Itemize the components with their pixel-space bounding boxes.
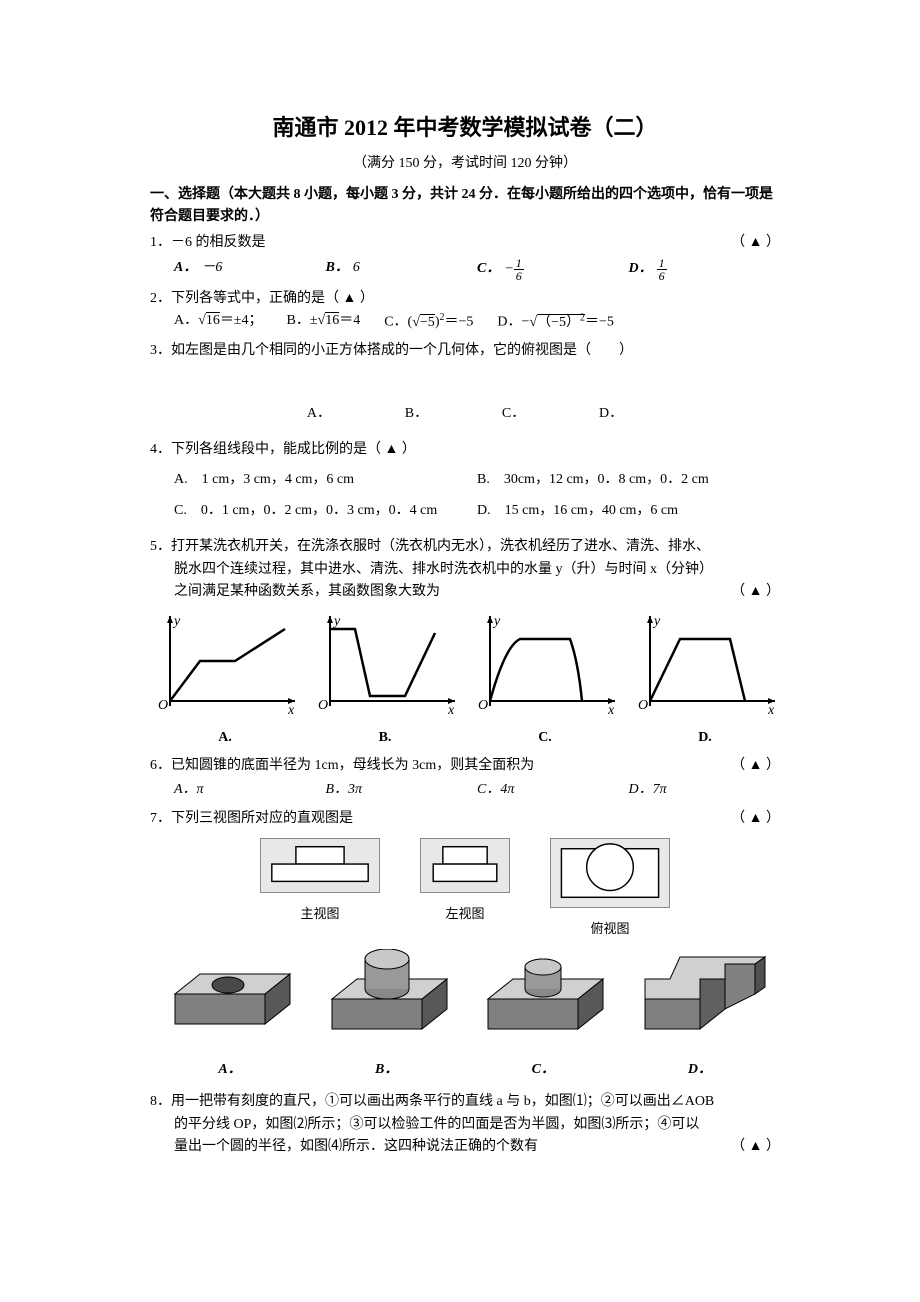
q6-option-b: B．3π [326, 779, 478, 801]
q7-top-view: 俯视图 [550, 838, 670, 939]
q6-option-d: D．7π [629, 779, 781, 801]
q7-side-view: 左视图 [420, 838, 510, 939]
q8-line1: 8．用一把带有刻度的直尺，①可以画出两条平行的直线 a 与 b，如图⑴；②可以画… [150, 1091, 780, 1113]
choice-label: B． [317, 1059, 457, 1081]
q7-choice-b: B． [317, 949, 457, 1081]
q6-option-c: C．4π [477, 779, 629, 801]
fraction-num: 1 [657, 257, 667, 270]
q3-label-b: B． [405, 403, 428, 425]
section-header: 一、选择题（本大题共 8 小题，每小题 3 分，共计 24 分．在每小题所给出的… [150, 184, 780, 229]
graph-label: C. [470, 727, 620, 749]
q3-text: 3．如左图是由几个相同的小正方体搭成的一个几何体，它的俯视图是（ ） [150, 340, 780, 362]
svg-text:x: x [767, 703, 775, 716]
q5-graph-b: O x y B. [310, 611, 460, 749]
q2-option-b: B．±√16＝4 [287, 310, 361, 334]
q8-line2: 的平分线 OP，如图⑵所示；③可以检验工件的凹面是否为半圆，如图⑶所示；④可以 [150, 1114, 780, 1136]
q2-option-c: C．(√−5)2＝−5 [384, 310, 473, 334]
question-2: 2．下列各等式中，正确的是（ ▲ ） A．√16＝±4； B．±√16＝4 C．… [150, 288, 780, 334]
q4-option-c: C. 0．1 cm，0．2 cm，0．3 cm，0．4 cm [174, 500, 477, 522]
question-5: 5．打开某洗衣机开关，在洗涤衣服时（洗衣机内无水），洗衣机经历了进水、清洗、排水… [150, 536, 780, 749]
q1-option-a: A． －6 [174, 257, 326, 282]
view-label: 左视图 [420, 904, 510, 925]
view-label: 主视图 [260, 904, 380, 925]
graph-label: D. [630, 727, 780, 749]
fraction-num: 1 [514, 257, 524, 270]
question-4: 4．下列各组线段中，能成比例的是（ ▲ ） A. 1 cm，3 cm，4 cm，… [150, 439, 780, 522]
answer-blank: （ ▲ ） [731, 1136, 780, 1158]
graph-label: B. [310, 727, 460, 749]
svg-text:y: y [652, 614, 661, 629]
fraction-den: 6 [657, 270, 667, 282]
svg-text:x: x [287, 703, 295, 716]
q2-text: 2．下列各等式中，正确的是（ ▲ ） [150, 288, 780, 310]
opt-label: D． [629, 261, 653, 276]
answer-blank: （ ▲ ） [731, 581, 780, 603]
q4-option-d: D. 15 cm，16 cm，40 cm，6 cm [477, 500, 780, 522]
answer-blank: （ ▲ ） [731, 755, 780, 777]
opt-value: －6 [201, 260, 222, 275]
q7-front-view: 主视图 [260, 838, 380, 939]
answer-blank: （ ▲ ） [731, 808, 780, 830]
graph-label: A. [150, 727, 300, 749]
q3-label-c: C． [502, 403, 525, 425]
q1-option-d: D． 16 [629, 257, 781, 282]
view-label: 俯视图 [550, 919, 670, 940]
opt-label: B． [326, 260, 349, 275]
svg-text:y: y [492, 614, 501, 629]
q7-choice-c: C． [473, 949, 613, 1081]
q7-choice-d: D． [630, 949, 770, 1081]
opt-label: C． [477, 261, 500, 276]
question-8: 8．用一把带有刻度的直尺，①可以画出两条平行的直线 a 与 b，如图⑴；②可以画… [150, 1091, 780, 1158]
svg-text:O: O [318, 698, 328, 713]
svg-text:x: x [447, 703, 455, 716]
page-subtitle: （满分 150 分，考试时间 120 分钟） [150, 153, 780, 175]
q5-graph-d: O x y D. [630, 611, 780, 749]
svg-text:x: x [607, 703, 615, 716]
q7-choice-a: A． [160, 949, 300, 1081]
choice-label: C． [473, 1059, 613, 1081]
q4-text: 4．下列各组线段中，能成比例的是（ ▲ ） [150, 439, 780, 461]
q3-label-a: A． [307, 403, 331, 425]
svg-text:O: O [478, 698, 488, 713]
q5-graph-c: O x y C. [470, 611, 620, 749]
q5-graph-a: O x y A. [150, 611, 300, 749]
q2-option-a: A．√16＝±4； [174, 310, 263, 334]
q7-text: 7．下列三视图所对应的直观图是 [150, 811, 353, 826]
opt-prefix: − [504, 261, 513, 276]
svg-text:O: O [158, 698, 168, 713]
question-1: （ ▲ ） 1．－6 的相反数是 A．－6 B．6 C．−16 D．16 [150, 232, 780, 281]
choice-label: A． [160, 1059, 300, 1081]
q6-option-a: A．π [174, 779, 326, 801]
q5-line2: 脱水四个连续过程，其中进水、清洗、排水时洗衣机中的水量 y（升）与时间 x（分钟… [150, 559, 780, 581]
q6-text: 6．已知圆锥的底面半径为 1cm，母线长为 3cm，则其全面积为 [150, 758, 534, 773]
q1-option-b: B． 6 [326, 257, 478, 282]
choice-label: D． [630, 1059, 770, 1081]
q2-option-d: D．−√（−5）2＝−5 [497, 310, 614, 334]
q5-line3: 之间满足某种函数关系，其函数图象大致为 [174, 584, 440, 599]
q1-option-c: C．−16 [477, 257, 629, 282]
q5-line1: 5．打开某洗衣机开关，在洗涤衣服时（洗衣机内无水），洗衣机经历了进水、清洗、排水… [150, 536, 780, 558]
svg-text:O: O [638, 698, 648, 713]
svg-text:y: y [332, 614, 341, 629]
page-title: 南通市 2012 年中考数学模拟试卷（二） [150, 110, 780, 145]
question-6: （ ▲ ） 6．已知圆锥的底面半径为 1cm，母线长为 3cm，则其全面积为 A… [150, 755, 780, 802]
q1-text: 1．－6 的相反数是 [150, 232, 780, 254]
q3-label-d: D． [599, 403, 623, 425]
svg-text:y: y [172, 614, 181, 629]
q4-option-b: B. 30cm，12 cm，0．8 cm，0．2 cm [477, 469, 780, 491]
opt-label: A． [174, 260, 197, 275]
opt-value: 6 [353, 260, 360, 275]
answer-blank: （ ▲ ） [731, 232, 780, 254]
q4-option-a: A. 1 cm，3 cm，4 cm，6 cm [174, 469, 477, 491]
q8-line3: 量出一个圆的半径，如图⑷所示．这四种说法正确的个数有 [174, 1139, 538, 1154]
question-7: （ ▲ ） 7．下列三视图所对应的直观图是 主视图 左视图 [150, 808, 780, 1081]
question-3: 3．如左图是由几个相同的小正方体搭成的一个几何体，它的俯视图是（ ） A． B．… [150, 340, 780, 433]
fraction-den: 6 [514, 270, 524, 282]
